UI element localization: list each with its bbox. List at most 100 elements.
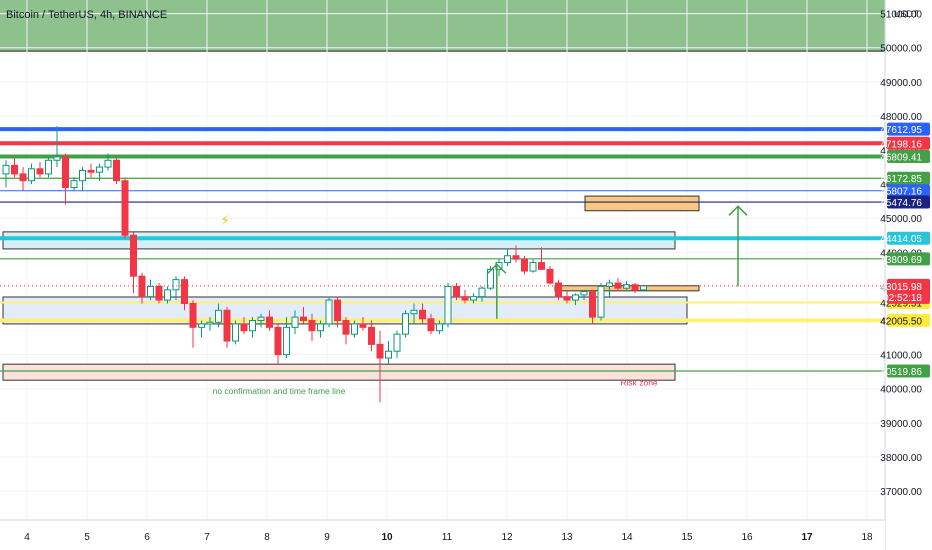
- candle-body: [70, 180, 78, 189]
- candle-body: [206, 321, 214, 325]
- candle-body: [104, 159, 112, 168]
- time-tick-label: 15: [681, 532, 693, 543]
- candle-body: [291, 316, 299, 328]
- candle-body: [113, 159, 120, 182]
- candle-body: [419, 309, 426, 320]
- candle-body: [580, 291, 588, 296]
- candle-body: [96, 166, 103, 173]
- zone-box-2: [2, 363, 676, 381]
- candle-body: [28, 168, 35, 182]
- candle-body: [198, 323, 205, 328]
- candle-body: [546, 268, 554, 284]
- chart-annotation: no confirmation and time frame line: [213, 386, 346, 396]
- arrow-head: [728, 205, 748, 216]
- price-tag-bg: [887, 195, 930, 209]
- candle-body: [317, 323, 324, 332]
- current-price-tag-bg: [887, 278, 930, 304]
- price-axis: [885, 0, 932, 550]
- candle-body: [155, 285, 163, 301]
- price-tag: 46172.85: [880, 174, 922, 185]
- candle-body: [461, 296, 469, 301]
- candle-body: [555, 282, 562, 298]
- time-tick-label: 18: [861, 532, 873, 543]
- price-tick-label: 38000.00: [880, 453, 922, 464]
- candle-body: [223, 309, 231, 342]
- candle-body: [45, 159, 52, 175]
- candle-body: [504, 255, 511, 264]
- candle-body: [266, 316, 273, 328]
- candle-body: [393, 333, 401, 352]
- candle-body: [410, 309, 418, 315]
- candle-body: [79, 169, 86, 182]
- price-tag: 46809.41: [880, 153, 922, 164]
- time-tick-label: 8: [264, 532, 270, 543]
- candle-body: [138, 275, 146, 298]
- time-tick-label: 5: [84, 532, 90, 543]
- candle-body: [478, 287, 486, 298]
- candle-body: [19, 173, 27, 182]
- candle-body: [538, 262, 545, 270]
- candle-body: [589, 291, 596, 318]
- candle-body: [640, 285, 647, 291]
- candle-body: [606, 282, 613, 287]
- price-tick-label: 39000.00: [880, 419, 922, 430]
- candle-body: [351, 323, 358, 335]
- time-tick-label: 7: [204, 532, 210, 543]
- candle-body: [512, 255, 520, 260]
- time-tick-label: 10: [381, 532, 393, 543]
- price-tag: 45474.76: [880, 198, 922, 209]
- candle-body: [283, 326, 290, 356]
- symbol-title[interactable]: Bitcoin / TetherUS, 4h, BINANCE: [6, 9, 168, 21]
- supply-zone: [0, 0, 885, 52]
- price-tag-bg: [887, 184, 930, 198]
- price-tag: 43809.69: [880, 255, 922, 266]
- candle-body: [172, 279, 180, 291]
- candle-body: [181, 279, 188, 304]
- candle-body: [334, 299, 341, 322]
- candle-body: [572, 294, 579, 301]
- candle-body: [623, 284, 630, 289]
- candle-body: [121, 180, 129, 236]
- zone-box-3: [584, 195, 700, 212]
- price-tag-bg: [887, 136, 930, 150]
- candle-body: [189, 302, 197, 328]
- candle-body: [215, 309, 222, 323]
- candle-body: [376, 343, 384, 359]
- candle-body: [274, 326, 282, 356]
- price-tag-bg: [887, 231, 930, 245]
- price-tick-label: 41000.00: [880, 351, 922, 362]
- candle-body: [240, 323, 248, 332]
- candle-body: [232, 323, 239, 342]
- candle-body: [130, 234, 137, 277]
- time-tick-label: 4: [24, 532, 30, 543]
- countdown-label: 02:52:18: [883, 293, 922, 304]
- candle-body: [62, 156, 69, 189]
- chart-annotation: Risk zone: [620, 377, 658, 387]
- price-tick-label: 40000.00: [880, 385, 922, 396]
- price-tag-bg: [887, 171, 930, 185]
- currency-label[interactable]: USDT: [894, 9, 919, 19]
- candle-body: [325, 299, 333, 325]
- price-tag-bg: [887, 122, 930, 136]
- price-tag: 42005.50: [880, 316, 922, 327]
- current-price-tag: 43015.98: [880, 282, 922, 293]
- candle-body: [300, 316, 307, 322]
- lightning-icon: ⚡: [220, 213, 230, 229]
- candle-body: [453, 285, 460, 298]
- price-tick-label: 49000.00: [880, 78, 922, 89]
- price-tag: 47198.16: [880, 139, 922, 150]
- time-tick-label: 9: [324, 532, 330, 543]
- price-tag-bg: [887, 150, 930, 164]
- time-tick-label: 17: [801, 532, 813, 543]
- candle-body: [11, 164, 18, 175]
- candle-body: [563, 296, 571, 301]
- time-tick-label: 6: [144, 532, 150, 543]
- time-tick-label: 16: [741, 532, 753, 543]
- candle-body: [631, 284, 639, 291]
- zone-box-0: [2, 231, 676, 250]
- candle-body: [368, 326, 375, 345]
- candle-body: [385, 350, 392, 359]
- time-tick-label: 14: [621, 532, 633, 543]
